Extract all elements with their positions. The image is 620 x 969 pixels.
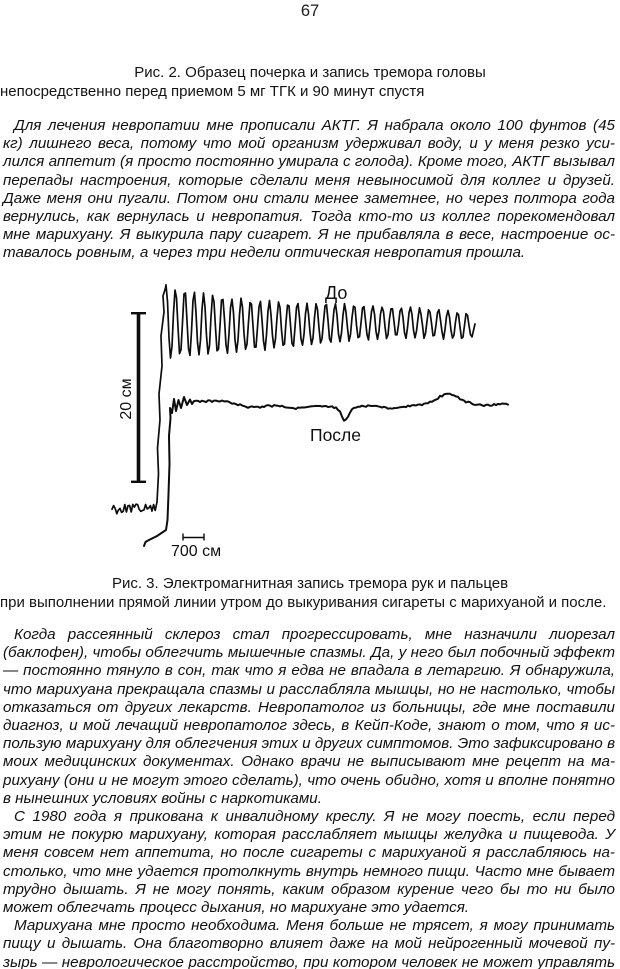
text-line: отказаться от других лекарств. Невропато… bbox=[3, 698, 615, 716]
text-line: непосредственно перед приемом 5 мг ТГК и… bbox=[0, 82, 425, 100]
horizontal-scale-label: 700 см bbox=[171, 543, 221, 560]
horizontal-scale-bar bbox=[182, 533, 205, 541]
text-line: в нынешних условиях войны с наркотиками. bbox=[3, 789, 322, 807]
tremor-trace-before bbox=[111, 284, 476, 515]
text-line: рихуану (они и не могут этого сделать), … bbox=[3, 771, 615, 789]
vertical-scale-label: 20 см bbox=[118, 378, 135, 419]
paragraph-2: Когда рассеянный склероз стал прогрессир… bbox=[3, 626, 615, 808]
text-flow: Когда рассеянный склероз стал прогрессир… bbox=[3, 626, 615, 969]
text-line: пользую марихуану для облегчения этих и … bbox=[3, 735, 615, 753]
text-line: Марихуана мне просто необходима. Меня бо… bbox=[14, 917, 615, 935]
figure3-tremor-chart: 20 см До После 700 см bbox=[111, 283, 509, 560]
text-line: меня совсем нет аппетита, но после сигар… bbox=[3, 844, 615, 862]
text-line: моих медицинских документах. Однако врач… bbox=[3, 753, 615, 771]
text-line: этим не покурю марихуану, которая рассла… bbox=[3, 826, 615, 844]
text-line: Рис. 2. Образец почерка и запись тремора… bbox=[134, 64, 486, 81]
text-line: что марихуана прекращала спазмы и рассла… bbox=[3, 680, 615, 698]
text-line: мне марихуану. Я выкурила пару сигарет. … bbox=[3, 226, 615, 244]
before-label: До bbox=[325, 283, 347, 303]
text-line: столько, что мне удается протолкнуть вну… bbox=[3, 862, 615, 880]
text-line: С 1980 года я прикована к инвалидному кр… bbox=[14, 808, 615, 826]
text-line: кг) лишнего веса, потому что мой организ… bbox=[3, 135, 615, 153]
tremor-trace-after bbox=[143, 392, 509, 547]
figure2-caption: Рис. 2. Образец почерка и запись тремора… bbox=[0, 64, 620, 101]
text-line: зырь — неврологическое расстройство, при… bbox=[3, 953, 615, 969]
text-line: лился аппетит (я просто постоянно умирал… bbox=[3, 153, 615, 171]
text-line: Когда рассеянный склероз стал прогрессир… bbox=[14, 626, 615, 643]
text-line: Даже меня они пугали. Потом они стали ме… bbox=[3, 189, 615, 207]
text-line: пищу и дышать. Она благотворно влияет да… bbox=[3, 935, 615, 953]
paragraph-1: Для лечения невропатии мне прописали АКТ… bbox=[3, 117, 615, 263]
text-line: — постоянно тянуло в сон, так что я едва… bbox=[3, 662, 615, 680]
text-line: Рис. 3. Электромагнитная запись тремора … bbox=[111, 575, 509, 592]
page-number: 67 bbox=[300, 2, 320, 20]
text-line: (баклофен), чтобы облегчить мышечные спа… bbox=[3, 644, 615, 662]
text-line: может облегчать процесс дыхания, но мари… bbox=[3, 899, 470, 917]
text-line: вернулись, как вернулась и невропатия. Т… bbox=[3, 208, 615, 226]
text-line: перепады настроения, которые сделали мен… bbox=[3, 171, 615, 189]
text-line: трудно дышать. Я не могу понять, каким о… bbox=[3, 880, 615, 898]
text-line: Для лечения невропатии мне прописали АКТ… bbox=[14, 117, 615, 134]
vertical-scale-bar bbox=[131, 312, 146, 484]
text-line: при выполнении прямой линии утром до вык… bbox=[0, 593, 607, 611]
paragraph-3: С 1980 года я прикована к инвалидному кр… bbox=[3, 808, 615, 917]
text-line: диагноз, и мой лечащий невропатолог здес… bbox=[3, 717, 615, 735]
text-line: тавалось ровным, а через три недели опти… bbox=[3, 244, 526, 262]
figure3-caption: Рис. 3. Электромагнитная запись тремора … bbox=[0, 575, 620, 612]
after-label: После bbox=[310, 425, 361, 445]
paragraph-4: Марихуана мне просто необходима. Меня бо… bbox=[3, 917, 615, 969]
